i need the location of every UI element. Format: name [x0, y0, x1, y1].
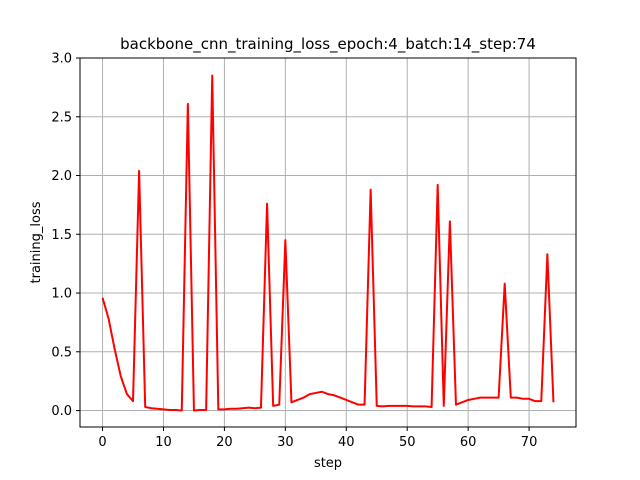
plot-frame [79, 57, 577, 428]
ticks: 0 10 20 30 40 50 60 70 0.0 0.5 1.0 1.5 2.0 2.5 3.0 [51, 52, 537, 451]
y-tick-label: 2.0 [51, 169, 72, 184]
x-axis-label: step [314, 456, 342, 471]
y-tick-label: 0.0 [51, 404, 72, 419]
chart-title: backbone_cnn_training_loss_epoch:4_batch… [120, 35, 536, 54]
x-tick-label: 60 [460, 435, 477, 450]
x-tick-label: 70 [521, 435, 538, 450]
y-tick-label: 3.0 [51, 52, 72, 67]
y-axis-label: training_loss [29, 201, 44, 283]
x-tick-label: 20 [216, 435, 233, 450]
x-tick-label: 40 [338, 435, 355, 450]
y-tick-label: 1.5 [51, 228, 72, 243]
grid [80, 57, 576, 427]
y-tick-label: 2.5 [51, 110, 72, 125]
x-tick-label: 0 [98, 435, 106, 450]
x-tick-label: 50 [399, 435, 416, 450]
series-layer [101, 74, 555, 412]
x-tick-label: 30 [277, 435, 294, 450]
y-tick-label: 0.5 [51, 345, 72, 360]
x-tick-label: 10 [155, 435, 172, 450]
y-tick-label: 1.0 [51, 287, 72, 302]
series-line [101, 74, 555, 412]
